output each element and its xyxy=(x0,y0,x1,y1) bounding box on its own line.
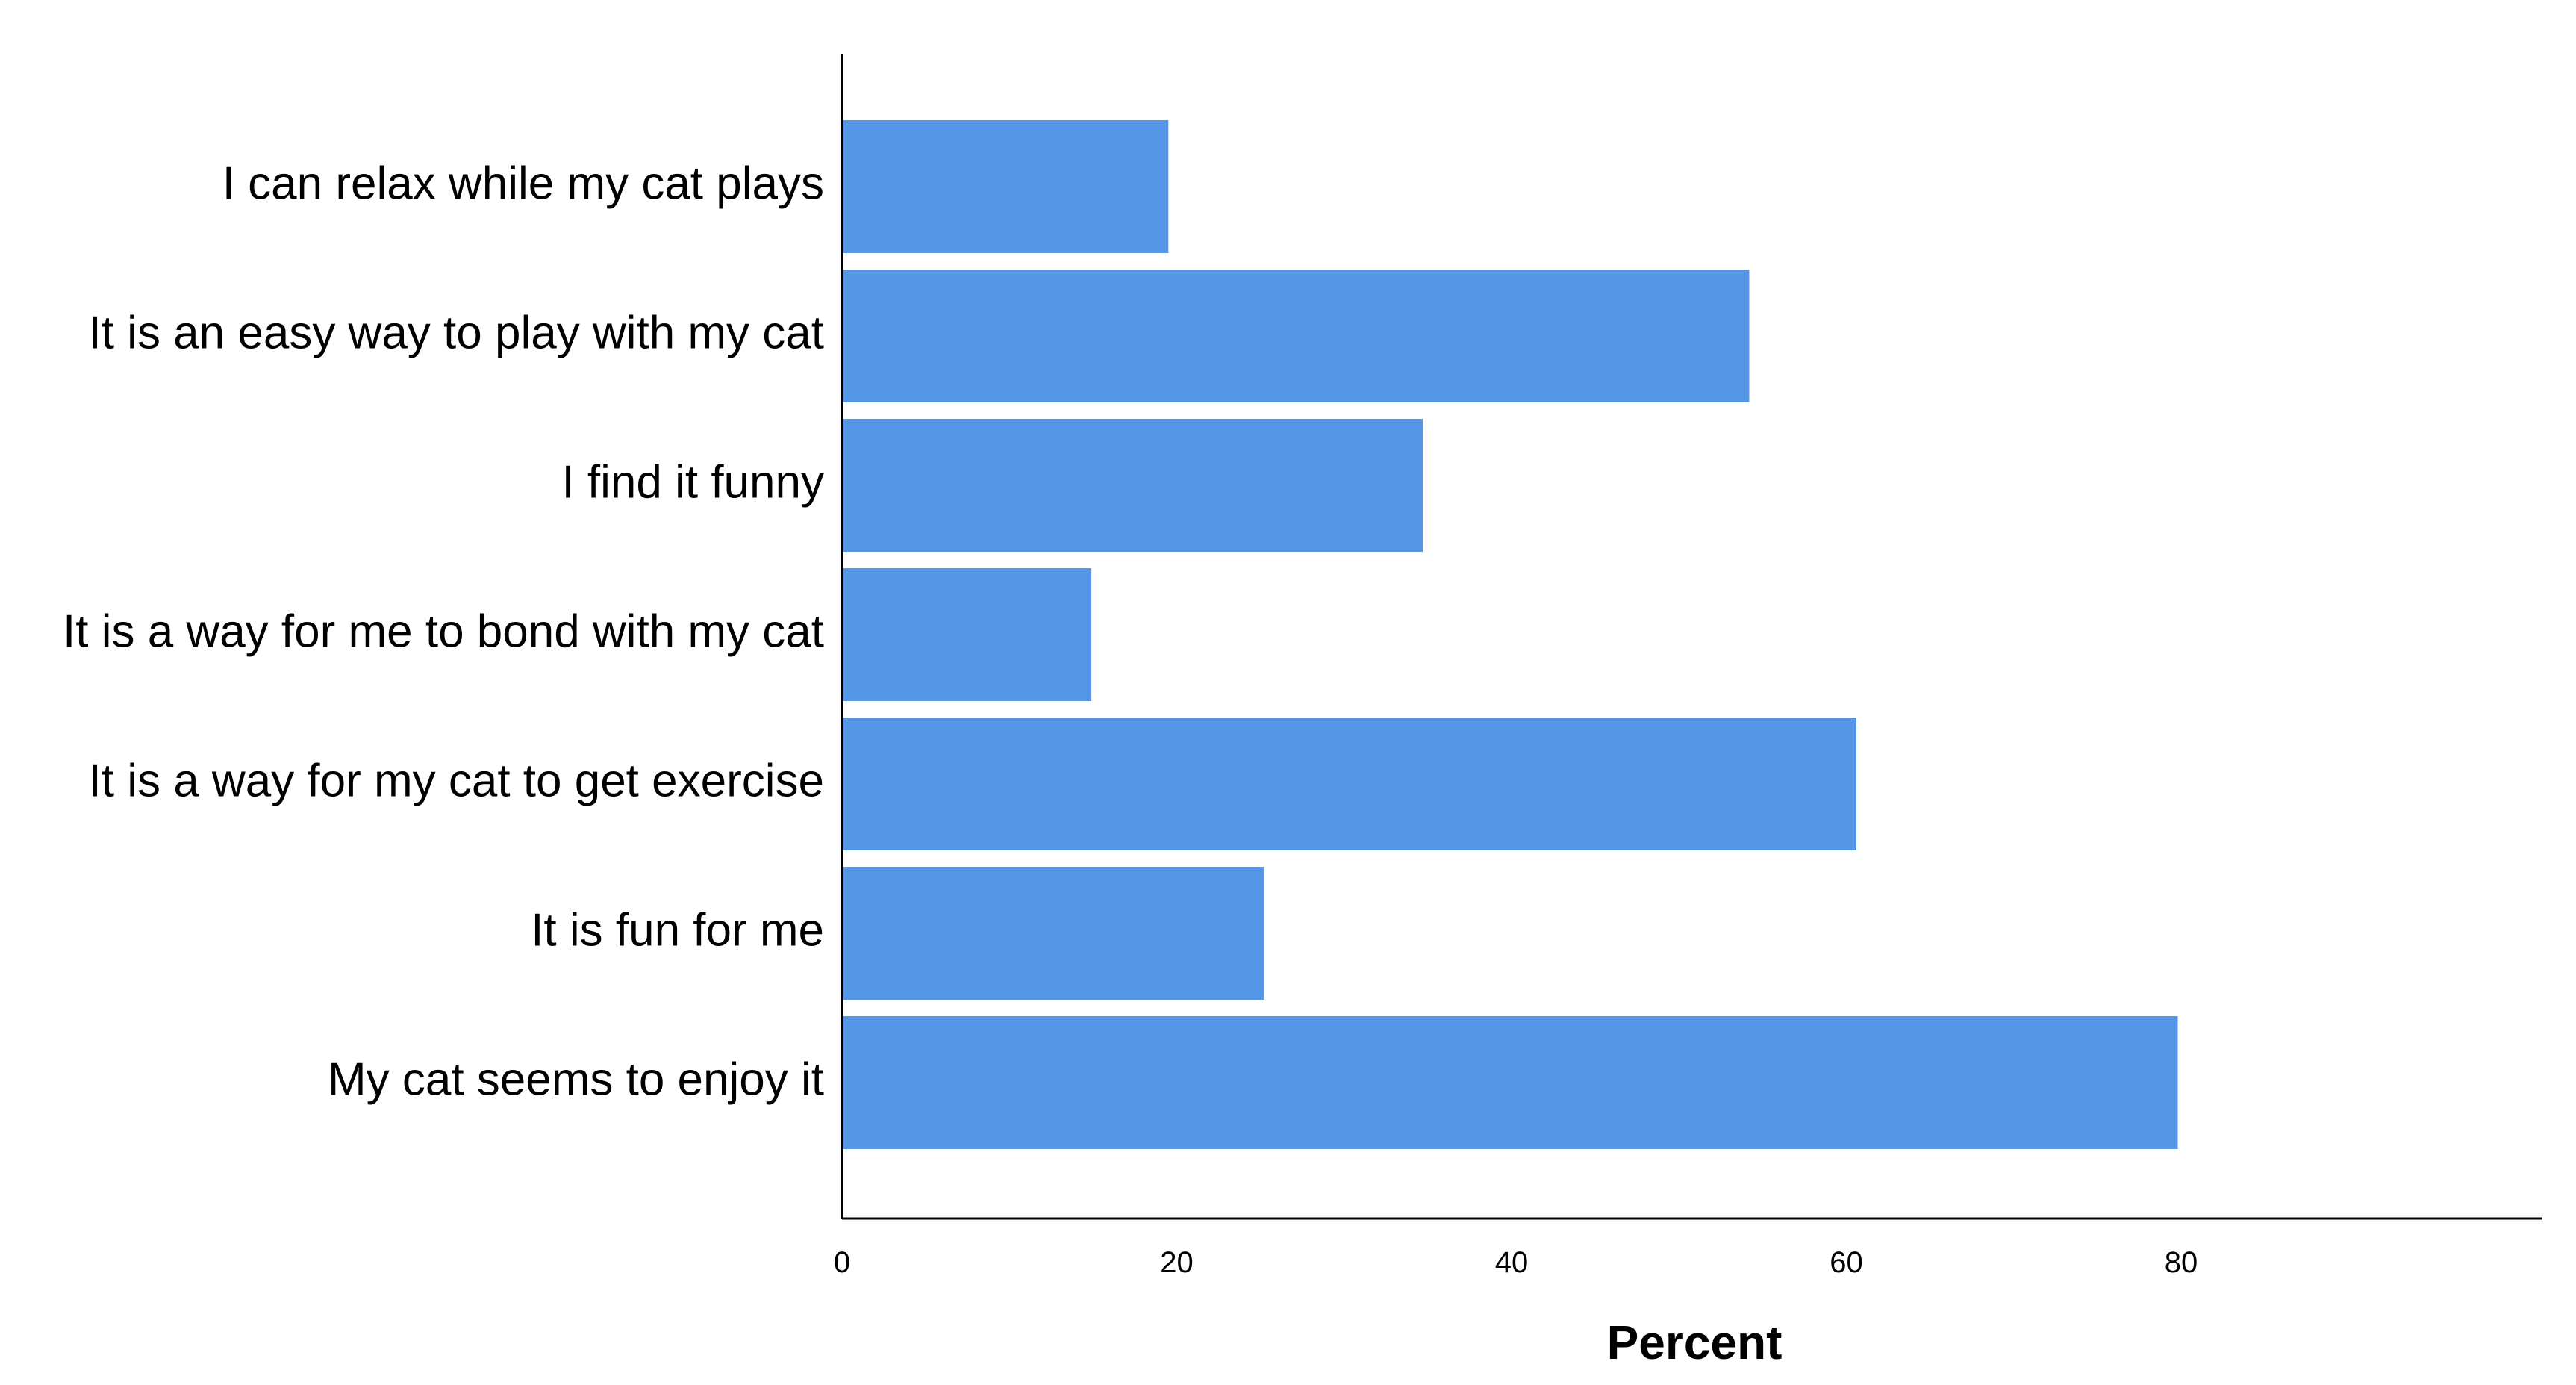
category-labels: I can relax while my cat plays It is an e… xyxy=(63,158,824,1105)
category-label: It is fun for me xyxy=(531,904,824,956)
x-tick-label: 80 xyxy=(2165,1246,2198,1279)
category-label: I find it funny xyxy=(561,456,824,508)
category-label: It is a way for me to bond with my cat xyxy=(63,606,824,657)
bars-group xyxy=(842,120,2178,1149)
x-tick-label: 40 xyxy=(1495,1246,1529,1279)
category-label: It is a way for my cat to get exercise xyxy=(89,755,824,806)
bar xyxy=(842,1016,2178,1149)
category-label: I can relax while my cat plays xyxy=(222,158,824,209)
category-label: It is an easy way to play with my cat xyxy=(89,307,825,358)
x-tick-label: 20 xyxy=(1160,1246,1194,1279)
bar xyxy=(842,270,1750,402)
x-axis-title: Percent xyxy=(1607,1316,1783,1369)
bar xyxy=(842,419,1423,552)
x-axis-ticks: 0 20 40 60 80 xyxy=(834,1246,2198,1279)
x-tick-label: 60 xyxy=(1830,1246,1863,1279)
bar xyxy=(842,120,1169,253)
bar xyxy=(842,867,1264,1000)
x-tick-label: 0 xyxy=(834,1246,850,1279)
category-label: My cat seems to enjoy it xyxy=(328,1053,824,1105)
bar xyxy=(842,718,1856,850)
bar xyxy=(842,568,1092,701)
